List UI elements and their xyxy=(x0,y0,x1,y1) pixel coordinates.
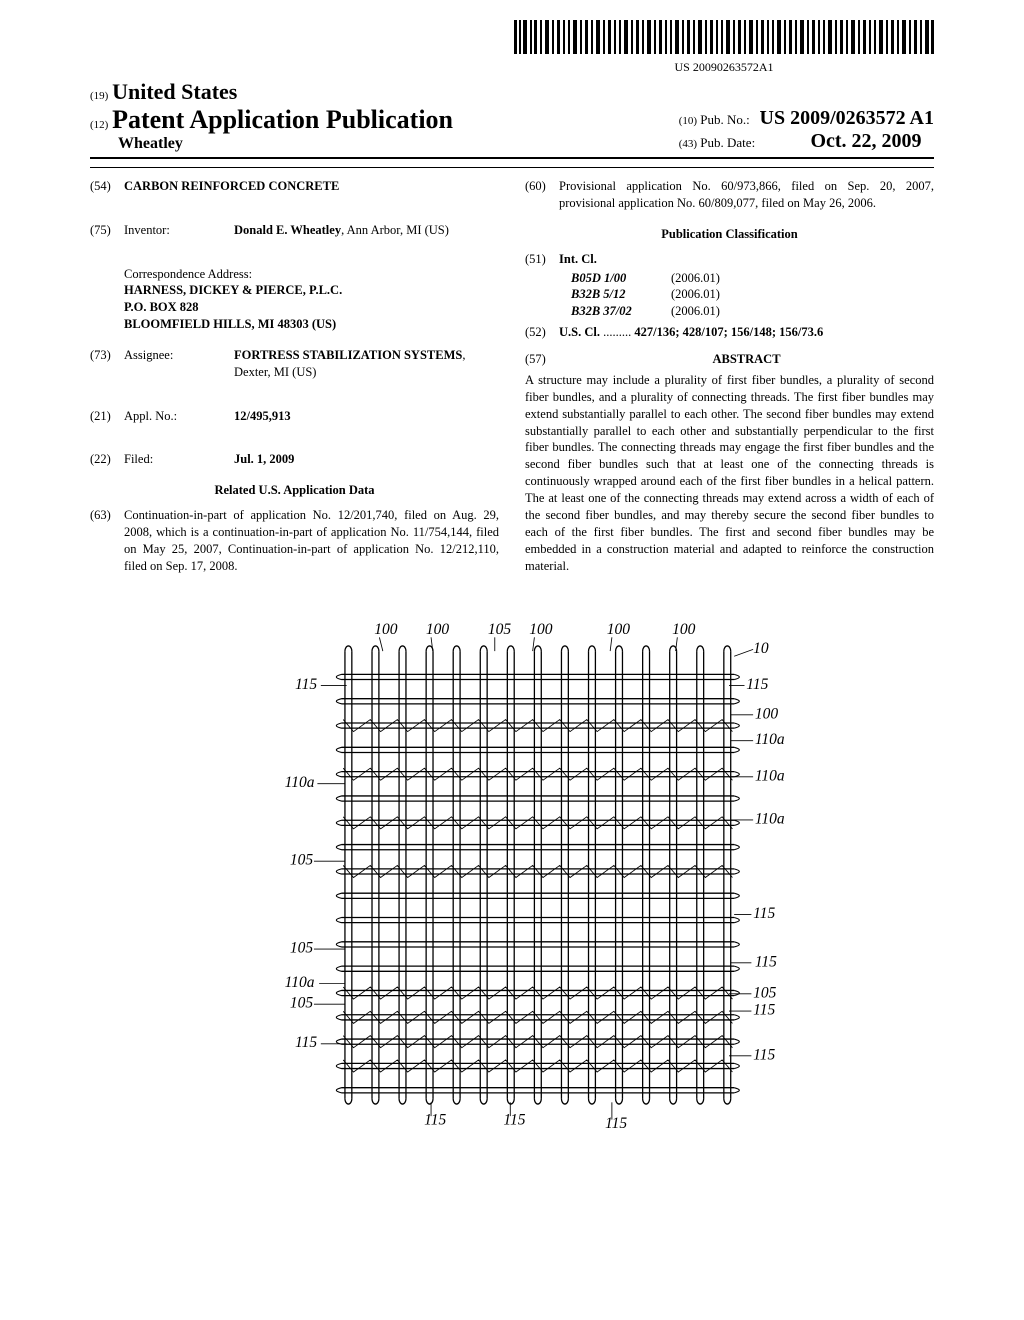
pubno-prefix: (10) xyxy=(679,115,697,127)
pubdate-prefix: (43) xyxy=(679,138,697,150)
header-left: (19) United States (12) Patent Applicati… xyxy=(90,79,453,153)
fig-label-110ar1: 110a xyxy=(755,731,785,748)
assignee-num: (73) xyxy=(90,347,124,381)
intcl-num: (51) xyxy=(525,251,559,268)
fig-label-100c: 100 xyxy=(529,621,553,638)
fig-label-115b3: 115 xyxy=(605,1115,627,1132)
abstract-num: (57) xyxy=(525,351,559,368)
uscl-num: (52) xyxy=(525,324,559,341)
fig-label-115r2: 115 xyxy=(753,905,775,922)
fig-label-105l1: 105 xyxy=(290,851,313,868)
inventor-location: , Ann Arbor, MI (US) xyxy=(341,223,449,237)
abstract-label: ABSTRACT xyxy=(559,351,934,368)
uscl-value: 427/136; 428/107; 156/148; 156/73.6 xyxy=(634,325,823,339)
fig-label-115l2: 115 xyxy=(295,1034,317,1051)
provisional-num: (60) xyxy=(525,178,559,212)
fig-label-105r: 105 xyxy=(753,984,777,1001)
inventor-label: Inventor: xyxy=(124,222,234,239)
fig-label-110al1: 110a xyxy=(285,774,315,791)
header-right: (10) Pub. No.: US 2009/0263572 A1 (43) P… xyxy=(679,107,934,153)
ipc-code-2: B32B 37/02 xyxy=(571,303,671,320)
pubno-label: Pub. No.: xyxy=(700,112,749,127)
figure-svg: 100 100 105 100 100 100 10 115 115 100 1… xyxy=(202,605,822,1145)
correspondence-block: Correspondence Address: HARNESS, DICKEY … xyxy=(124,266,499,334)
related-text: Continuation-in-part of application No. … xyxy=(124,507,499,575)
fig-label-100b: 100 xyxy=(426,621,450,638)
right-column: (60) Provisional application No. 60/973,… xyxy=(525,178,934,585)
filed-date: Jul. 1, 2009 xyxy=(234,451,499,468)
abstract-text: A structure may include a plurality of f… xyxy=(525,372,934,575)
fig-label-110ar2: 110a xyxy=(755,767,785,784)
applno-num: (21) xyxy=(90,408,124,425)
inventor-num: (75) xyxy=(90,222,124,239)
filed-num: (22) xyxy=(90,451,124,468)
fig-label-115b2: 115 xyxy=(503,1111,525,1128)
kind-prefix: (12) xyxy=(90,119,108,131)
fig-label-105: 105 xyxy=(488,621,512,638)
fig-label-115r3: 115 xyxy=(755,953,777,970)
fig-label-105l3: 105 xyxy=(290,994,313,1011)
header: (19) United States (12) Patent Applicati… xyxy=(90,79,934,159)
country: United States xyxy=(112,79,237,104)
related-heading: Related U.S. Application Data xyxy=(90,482,499,499)
assignee-label: Assignee: xyxy=(124,347,234,381)
ipc-year-2: (2006.01) xyxy=(671,303,720,320)
provisional-text: Provisional application No. 60/973,866, … xyxy=(559,178,934,212)
fig-label-115l1: 115 xyxy=(295,676,317,693)
header-author: Wheatley xyxy=(118,135,453,153)
ipc-code-1: B32B 5/12 xyxy=(571,286,671,303)
fig-label-100a: 100 xyxy=(374,621,398,638)
applno-label: Appl. No.: xyxy=(124,408,234,425)
inventor-name: Donald E. Wheatley xyxy=(234,223,341,237)
left-column: (54) CARBON REINFORCED CONCRETE (75) Inv… xyxy=(90,178,499,585)
pubclass-heading: Publication Classification xyxy=(525,226,934,243)
publication-kind: Patent Application Publication xyxy=(112,105,453,134)
fig-label-10: 10 xyxy=(753,639,769,656)
patent-figure: 100 100 105 100 100 100 10 115 115 100 1… xyxy=(90,605,934,1149)
invention-title: CARBON REINFORCED CONCRETE xyxy=(124,178,499,195)
fig-label-115r5: 115 xyxy=(753,1046,775,1063)
publication-date: Oct. 22, 2009 xyxy=(810,130,921,152)
correspondence-line2: P.O. BOX 828 xyxy=(124,299,499,316)
ipc-year-0: (2006.01) xyxy=(671,270,720,287)
ipc-year-1: (2006.01) xyxy=(671,286,720,303)
publication-number: US 2009/0263572 A1 xyxy=(760,107,934,129)
barcode: US 20090263572A1 xyxy=(514,20,934,75)
title-num: (54) xyxy=(90,178,124,195)
fig-label-100d: 100 xyxy=(607,621,631,638)
pubdate-label: Pub. Date: xyxy=(700,135,755,150)
filed-label: Filed: xyxy=(124,451,234,468)
uscl-label: U.S. Cl. xyxy=(559,325,600,339)
uscl-dots: ......... xyxy=(600,325,634,339)
intcl-label: Int. Cl. xyxy=(559,251,934,268)
ipc-codes: B05D 1/00(2006.01) B32B 5/12(2006.01) B3… xyxy=(559,270,934,321)
application-number: 12/495,913 xyxy=(234,408,499,425)
fig-label-105l2: 105 xyxy=(290,939,313,956)
fig-label-100e: 100 xyxy=(672,621,696,638)
fig-label-115r4: 115 xyxy=(753,1001,775,1018)
barcode-svg xyxy=(514,20,934,54)
header-divider xyxy=(90,167,934,168)
barcode-number: US 20090263572A1 xyxy=(514,60,934,75)
fig-label-115r1: 115 xyxy=(746,676,768,693)
fig-label-110al2: 110a xyxy=(285,974,315,991)
related-num: (63) xyxy=(90,507,124,575)
fig-label-100r: 100 xyxy=(755,705,779,722)
fig-label-110ar3: 110a xyxy=(755,810,785,827)
correspondence-heading: Correspondence Address: xyxy=(124,266,499,283)
barcode-region: US 20090263572A1 xyxy=(90,20,934,75)
ipc-code-0: B05D 1/00 xyxy=(571,270,671,287)
body-columns: (54) CARBON REINFORCED CONCRETE (75) Inv… xyxy=(90,178,934,585)
country-prefix: (19) xyxy=(90,90,108,102)
fig-label-115b1: 115 xyxy=(424,1111,446,1128)
correspondence-line3: BLOOMFIELD HILLS, MI 48303 (US) xyxy=(124,316,499,333)
assignee-name: FORTRESS STABILIZATION SYSTEMS xyxy=(234,348,462,362)
correspondence-line1: HARNESS, DICKEY & PIERCE, P.L.C. xyxy=(124,282,499,299)
